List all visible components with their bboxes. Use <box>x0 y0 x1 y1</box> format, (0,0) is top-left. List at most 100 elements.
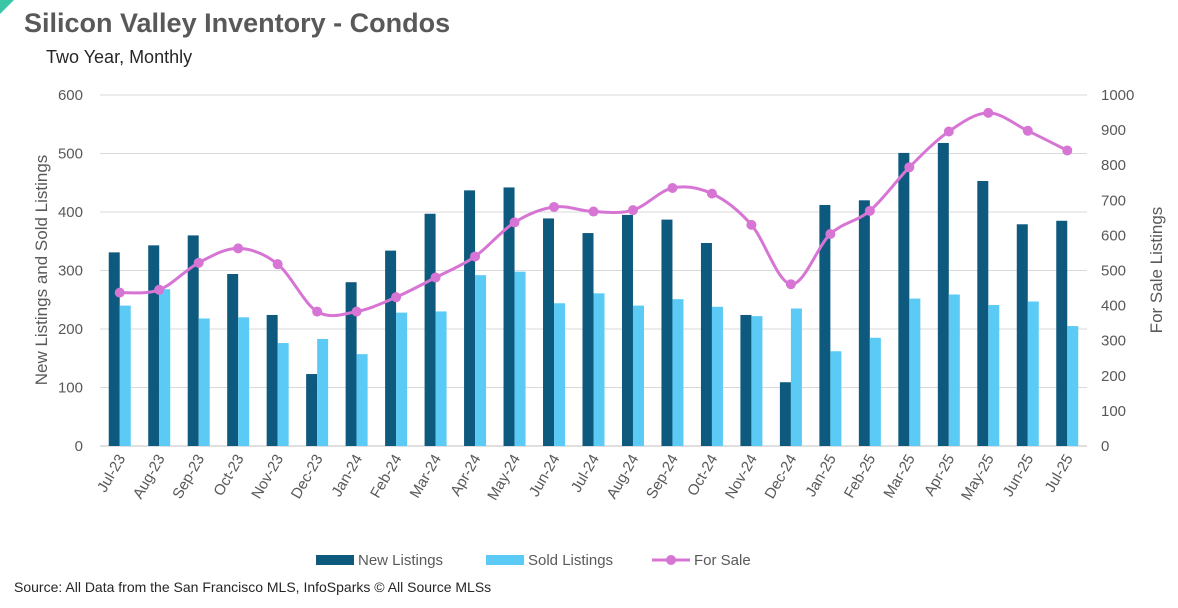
sold-listings-bar <box>830 351 842 446</box>
x-tick-label: Apr-25 <box>921 452 958 499</box>
right-tick-label: 100 <box>1101 403 1126 420</box>
sold-listings-bar <box>948 294 960 446</box>
sold-listings-bar <box>119 305 131 446</box>
for-sale-marker <box>706 188 717 199</box>
legend-swatch <box>316 555 354 565</box>
new-listings-bar <box>503 187 515 446</box>
x-tick-label: Jul-25 <box>1042 452 1077 496</box>
new-listings-bar <box>306 374 318 446</box>
new-listings-bar <box>1056 220 1068 446</box>
sold-listings-bar <box>475 275 487 446</box>
sold-listings-bar <box>317 338 329 446</box>
right-tick-label: 400 <box>1101 298 1126 315</box>
sold-listings-bar <box>1027 301 1039 446</box>
new-listings-bar <box>385 250 397 446</box>
for-sale-marker <box>509 217 520 228</box>
for-sale-marker <box>983 107 994 118</box>
sold-listings-bar <box>1067 326 1079 446</box>
for-sale-marker <box>667 183 678 194</box>
new-listings-bar <box>977 180 989 446</box>
for-sale-marker <box>272 259 283 270</box>
left-tick-label: 300 <box>58 263 83 280</box>
sold-listings-bar <box>711 306 723 446</box>
sold-listings-bar <box>790 308 802 446</box>
right-tick-label: 600 <box>1101 227 1126 244</box>
new-listings-bar <box>779 382 791 446</box>
x-tick-label: Mar-24 <box>407 452 445 502</box>
x-tick-label: Jun-24 <box>526 452 564 500</box>
x-tick-label: Apr-24 <box>447 452 484 499</box>
x-tick-label: Aug-23 <box>130 452 169 502</box>
new-listings-bar <box>661 219 673 446</box>
new-listings-bar <box>108 252 120 446</box>
left-tick-label: 200 <box>58 321 83 338</box>
new-listings-bar <box>937 142 949 446</box>
new-listings-bar <box>266 314 278 446</box>
right-axis-title: For Sale Listings <box>1147 207 1166 334</box>
legend-swatch <box>486 555 524 565</box>
for-sale-marker <box>549 201 560 212</box>
right-tick-label: 200 <box>1101 368 1126 385</box>
left-tick-label: 100 <box>58 380 83 397</box>
sold-listings-bar <box>672 299 684 446</box>
x-tick-label: Jun-25 <box>1000 452 1038 500</box>
x-tick-label: Feb-25 <box>841 452 879 502</box>
sold-listings-bar <box>435 311 447 446</box>
chart-subtitle: Two Year, Monthly <box>46 47 193 67</box>
left-tick-label: 0 <box>75 438 83 455</box>
x-tick-label: May-24 <box>484 452 524 504</box>
for-sale-marker <box>233 243 244 254</box>
for-sale-line <box>114 107 1073 318</box>
for-sale-marker <box>114 287 125 298</box>
bars <box>108 142 1079 447</box>
for-sale-marker <box>943 126 954 137</box>
sold-listings-bar <box>869 337 881 446</box>
for-sale-marker <box>864 205 875 216</box>
sold-listings-bar <box>198 318 210 446</box>
for-sale-marker <box>785 279 796 290</box>
for-sale-marker <box>1022 125 1033 136</box>
sold-listings-bar <box>632 305 644 446</box>
left-tick-label: 600 <box>58 87 83 104</box>
corner-accent <box>0 0 14 14</box>
new-listings-bar <box>345 282 357 446</box>
legend-swatch <box>652 555 690 565</box>
for-sale-marker <box>588 206 599 217</box>
for-sale-marker <box>627 205 638 216</box>
sold-listings-bar <box>396 312 408 446</box>
sold-listings-bar <box>593 293 605 446</box>
new-listings-bar <box>621 214 633 446</box>
right-tick-label: 700 <box>1101 192 1126 209</box>
chart-title: Silicon Valley Inventory - Condos <box>24 8 451 38</box>
x-tick-label: Nov-23 <box>248 452 287 502</box>
for-sale-marker <box>193 257 204 268</box>
new-listings-bar <box>464 190 476 446</box>
source-note: Source: All Data from the San Francisco … <box>14 579 492 595</box>
x-tick-label: Feb-24 <box>367 452 405 502</box>
for-sale-marker <box>154 284 165 295</box>
new-listings-bar <box>227 274 239 446</box>
left-tick-label: 500 <box>58 146 83 163</box>
x-tick-label: Nov-24 <box>722 452 761 502</box>
x-tick-label: Oct-24 <box>684 452 721 499</box>
new-listings-bar <box>1016 224 1028 446</box>
x-tick-label: Mar-25 <box>880 452 918 502</box>
sold-listings-bar <box>554 303 566 446</box>
sold-listings-bar <box>514 271 526 446</box>
sold-listings-bar <box>277 343 289 446</box>
x-tick-label: Sep-24 <box>643 452 682 502</box>
x-tick-label: Dec-23 <box>288 452 327 502</box>
legend: New Listings Sold Listings For Sale <box>316 552 751 569</box>
x-tick-label: Aug-24 <box>604 452 643 502</box>
for-sale-marker <box>312 306 323 317</box>
for-sale-marker <box>904 162 915 173</box>
x-tick-label: Jan-25 <box>802 452 840 500</box>
new-listings-bar <box>819 204 831 446</box>
right-tick-label: 1000 <box>1101 87 1134 104</box>
sold-listings-bar <box>356 354 368 446</box>
sold-listings-bar <box>988 305 1000 446</box>
x-tick-label: May-25 <box>958 452 998 504</box>
new-listings-bar <box>148 245 160 446</box>
for-sale-marker <box>1062 145 1073 156</box>
